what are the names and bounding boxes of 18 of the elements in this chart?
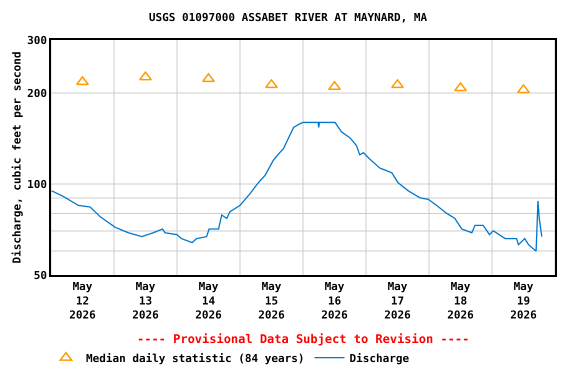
chart-title: USGS 01097000 ASSABET RIVER AT MAYNARD, MA	[148, 11, 428, 24]
y-tick-label: 50	[34, 268, 48, 282]
x-tick-label: May 19 2026	[510, 280, 538, 322]
legend-label: Discharge	[350, 352, 410, 365]
y-tick-label: 100	[27, 178, 48, 191]
x-tick-label: May 14 2026	[195, 280, 222, 322]
x-tick-label: May 12 2026	[69, 280, 96, 322]
y-tick-label: 200	[27, 87, 48, 100]
x-tick-label: May 18 2026	[447, 280, 474, 322]
legend-label: Median daily statistic (84 years)	[86, 352, 305, 365]
x-tick-label: May 15 2026	[258, 280, 286, 322]
x-tick-label: May 17 2026	[384, 280, 412, 322]
text: ---- Provisional Data Subject to Revision ----	[137, 332, 470, 346]
y-axis-title: Discharge, cubic feet per second	[10, 52, 24, 264]
line-series	[51, 122, 542, 252]
x-tick-label: May 16 2026	[321, 280, 348, 322]
x-tick-label: May 13 2026	[132, 280, 160, 322]
y-tick-label: 300	[27, 34, 48, 47]
